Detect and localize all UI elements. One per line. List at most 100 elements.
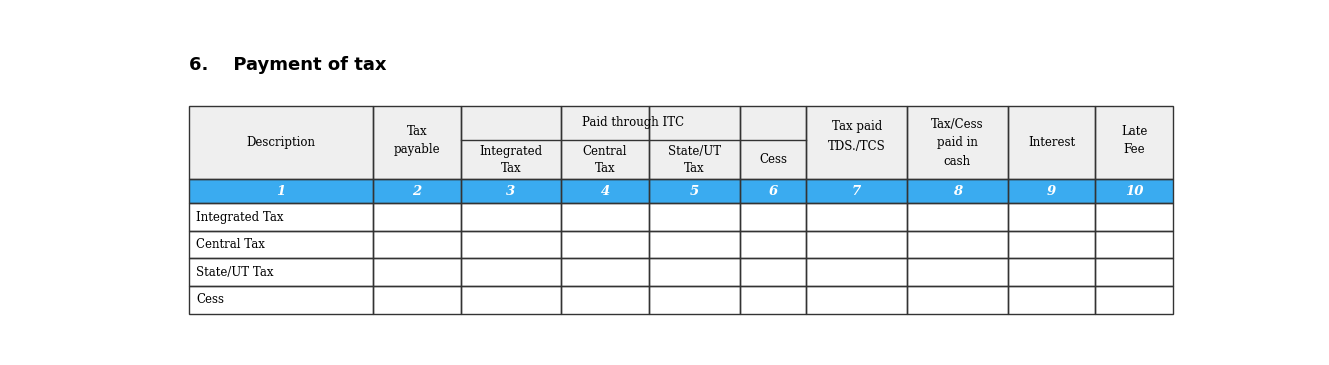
Bar (1095, 180, 1174, 203)
Text: Paid through ITC: Paid through ITC (582, 116, 684, 129)
Bar (461, 286, 561, 314)
Text: Cess: Cess (195, 293, 225, 306)
Text: Interest: Interest (1027, 136, 1075, 149)
Bar (189, 231, 373, 258)
Bar (373, 231, 461, 258)
Bar (740, 105, 807, 180)
Bar (807, 286, 906, 314)
Text: 6.    Payment of tax: 6. Payment of tax (189, 57, 387, 74)
Text: Central
Tax: Central Tax (583, 145, 627, 174)
Bar (1007, 203, 1095, 231)
Text: 5: 5 (690, 185, 699, 198)
Text: paid in: paid in (937, 136, 978, 149)
Bar (373, 258, 461, 286)
Text: Tax/Cess: Tax/Cess (930, 118, 983, 131)
Bar (561, 180, 649, 203)
Text: Description: Description (246, 136, 315, 149)
Bar (461, 258, 561, 286)
Bar (906, 286, 1007, 314)
Bar (649, 286, 740, 314)
Bar (373, 286, 461, 314)
Bar (561, 105, 649, 180)
Bar (1007, 231, 1095, 258)
Bar (807, 180, 906, 203)
Bar (461, 231, 561, 258)
Bar (1095, 203, 1174, 231)
Bar (649, 203, 740, 231)
Bar (649, 105, 740, 180)
Bar (906, 231, 1007, 258)
Bar (649, 258, 740, 286)
Bar (740, 105, 807, 180)
Bar (561, 231, 649, 258)
Bar (189, 286, 373, 314)
Text: 10: 10 (1126, 185, 1144, 198)
Bar (906, 203, 1007, 231)
Bar (561, 203, 649, 231)
Text: 8: 8 (953, 185, 962, 198)
Bar (740, 286, 807, 314)
Text: 3: 3 (506, 185, 516, 198)
Bar (906, 286, 1007, 314)
Bar (906, 258, 1007, 286)
Bar (373, 231, 461, 258)
Bar (906, 231, 1007, 258)
Bar (561, 258, 649, 286)
Bar (461, 258, 561, 286)
Bar (1095, 258, 1174, 286)
Bar (461, 203, 561, 231)
Bar (649, 105, 740, 180)
Text: Fee: Fee (1123, 143, 1146, 157)
Bar (740, 203, 807, 231)
Bar (1007, 231, 1095, 258)
Text: 9: 9 (1047, 185, 1057, 198)
Bar (807, 105, 906, 180)
Bar (373, 203, 461, 231)
Bar (189, 180, 373, 203)
Bar (807, 180, 906, 203)
Bar (189, 203, 373, 231)
Bar (189, 180, 373, 203)
Bar (373, 203, 461, 231)
Text: 4: 4 (601, 185, 610, 198)
Bar (740, 203, 807, 231)
Bar (373, 180, 461, 203)
Bar (189, 258, 373, 286)
Bar (461, 180, 561, 203)
Bar (1007, 258, 1095, 286)
Bar (1007, 258, 1095, 286)
Bar (561, 231, 649, 258)
Bar (649, 286, 740, 314)
Bar (561, 286, 649, 314)
Bar (1095, 231, 1174, 258)
Bar (807, 258, 906, 286)
Bar (561, 203, 649, 231)
Bar (1095, 180, 1174, 203)
Bar (1095, 286, 1174, 314)
Bar (1095, 105, 1174, 180)
Bar (906, 180, 1007, 203)
Bar (1007, 286, 1095, 314)
Bar (561, 180, 649, 203)
Bar (807, 258, 906, 286)
Bar (807, 203, 906, 231)
Bar (807, 286, 906, 314)
Bar (1095, 286, 1174, 314)
Text: 1: 1 (276, 185, 286, 198)
Bar (1095, 231, 1174, 258)
Bar (740, 231, 807, 258)
Bar (1007, 203, 1095, 231)
Text: 2: 2 (412, 185, 421, 198)
Text: Integrated Tax: Integrated Tax (195, 211, 283, 224)
Bar (807, 105, 906, 180)
Bar (561, 105, 649, 180)
Bar (561, 286, 649, 314)
Bar (461, 180, 561, 203)
Bar (189, 231, 373, 258)
Bar (189, 286, 373, 314)
Bar (740, 286, 807, 314)
Text: cash: cash (944, 154, 970, 168)
Bar (189, 203, 373, 231)
Bar (373, 258, 461, 286)
Bar (1007, 105, 1095, 180)
